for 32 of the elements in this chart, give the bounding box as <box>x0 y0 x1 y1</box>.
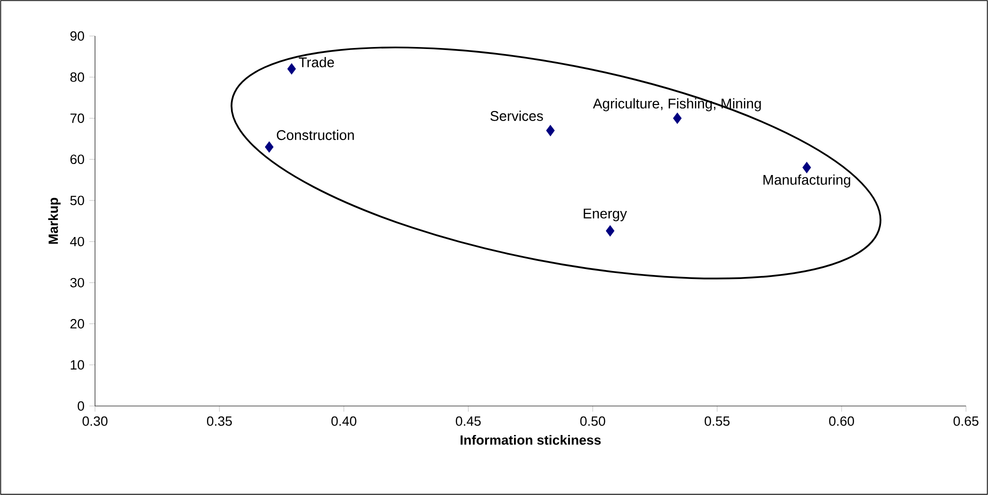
y-tick-label: 90 <box>70 31 84 41</box>
point <box>802 162 811 174</box>
point <box>287 63 296 74</box>
x-tick-label: 0.40 <box>331 416 356 426</box>
annotation: Manufacturing <box>764 174 850 188</box>
point <box>673 112 682 124</box>
y-tick-label: 0 <box>78 401 84 411</box>
y-tick-label: 30 <box>70 278 84 288</box>
annotation: Services <box>490 110 543 121</box>
x-tick-label: 0.65 <box>954 416 978 426</box>
x-tick-label: 0.30 <box>82 416 108 426</box>
y-tick-label: 50 <box>70 196 84 206</box>
y-tick-label: 70 <box>70 114 84 123</box>
annotation: Construction <box>276 130 354 140</box>
point <box>264 141 274 153</box>
x-tick-label: 0.55 <box>704 416 730 426</box>
point <box>546 124 555 136</box>
y-tick-label: 40 <box>70 236 84 246</box>
x-tick-label: 0.50 <box>580 416 606 426</box>
y-tick-label: 20 <box>70 319 84 328</box>
annotation: Trade <box>298 57 334 68</box>
y-tick-label: 10 <box>70 360 84 370</box>
x-tick-label: 0.35 <box>206 416 232 426</box>
x-tick-label: 0.45 <box>456 416 481 426</box>
x-axis-title: Information stickiness <box>460 434 601 445</box>
y-axis-title: Markup <box>48 198 61 244</box>
annotation: Agriculture, Fishing, Mining <box>592 98 761 112</box>
y-tick-label: 80 <box>70 72 84 82</box>
point <box>606 225 614 236</box>
y-tick-label: 60 <box>70 154 84 164</box>
annotation: Energy <box>584 208 627 222</box>
x-tick-label: 0.60 <box>829 416 854 426</box>
